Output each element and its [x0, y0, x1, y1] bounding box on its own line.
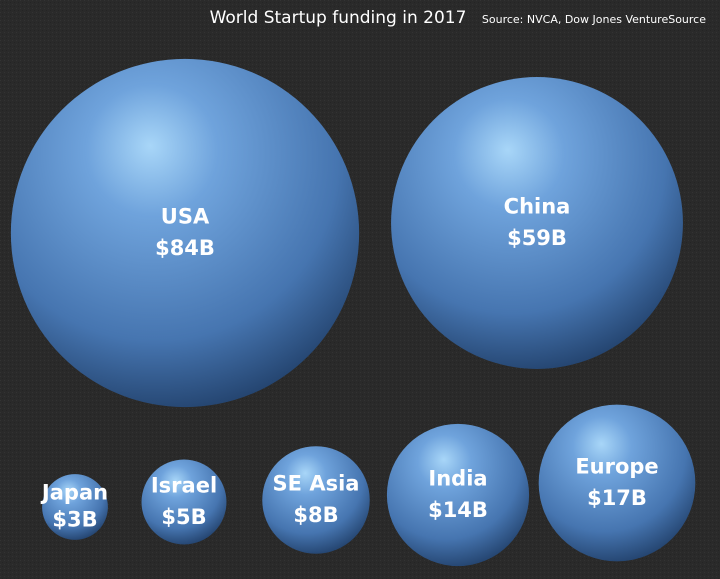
- bubble: [141, 459, 227, 545]
- bubble: [538, 404, 696, 562]
- bubble: [391, 77, 683, 369]
- value-label: $5B: [161, 505, 206, 529]
- bubble: [42, 474, 108, 540]
- bubble: [386, 423, 530, 567]
- value-label: $3B: [52, 508, 97, 532]
- category-label: Japan: [40, 481, 108, 505]
- category-label: USA: [161, 204, 210, 228]
- bubble: [262, 446, 370, 554]
- value-label: $59B: [507, 226, 567, 250]
- category-label: Israel: [151, 473, 217, 497]
- value-label: $14B: [428, 498, 488, 522]
- source-note: Source: NVCA, Dow Jones VentureSource: [482, 13, 706, 26]
- category-label: China: [504, 194, 571, 218]
- value-label: $84B: [155, 236, 215, 260]
- bubble: [10, 58, 360, 408]
- chart-title: World Startup funding in 2017: [210, 8, 467, 28]
- category-label: India: [428, 466, 487, 490]
- value-label: $8B: [293, 503, 338, 527]
- category-label: Europe: [575, 454, 658, 478]
- value-label: $17B: [587, 486, 647, 510]
- category-label: SE Asia: [273, 471, 360, 495]
